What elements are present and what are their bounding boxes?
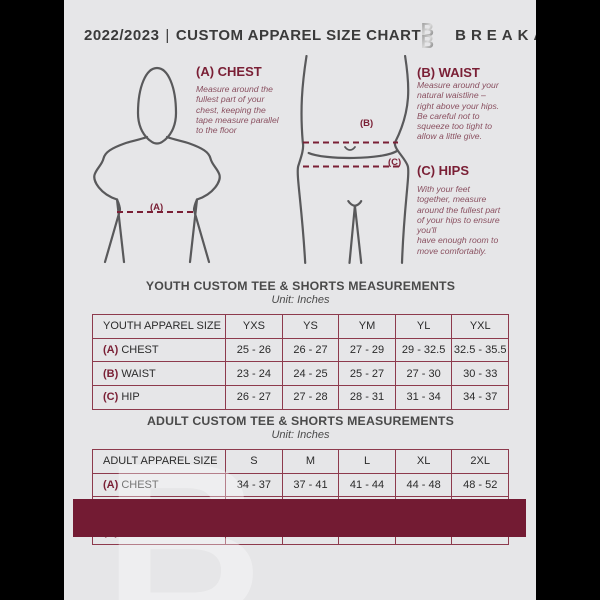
svg-text:B: B	[421, 32, 434, 50]
